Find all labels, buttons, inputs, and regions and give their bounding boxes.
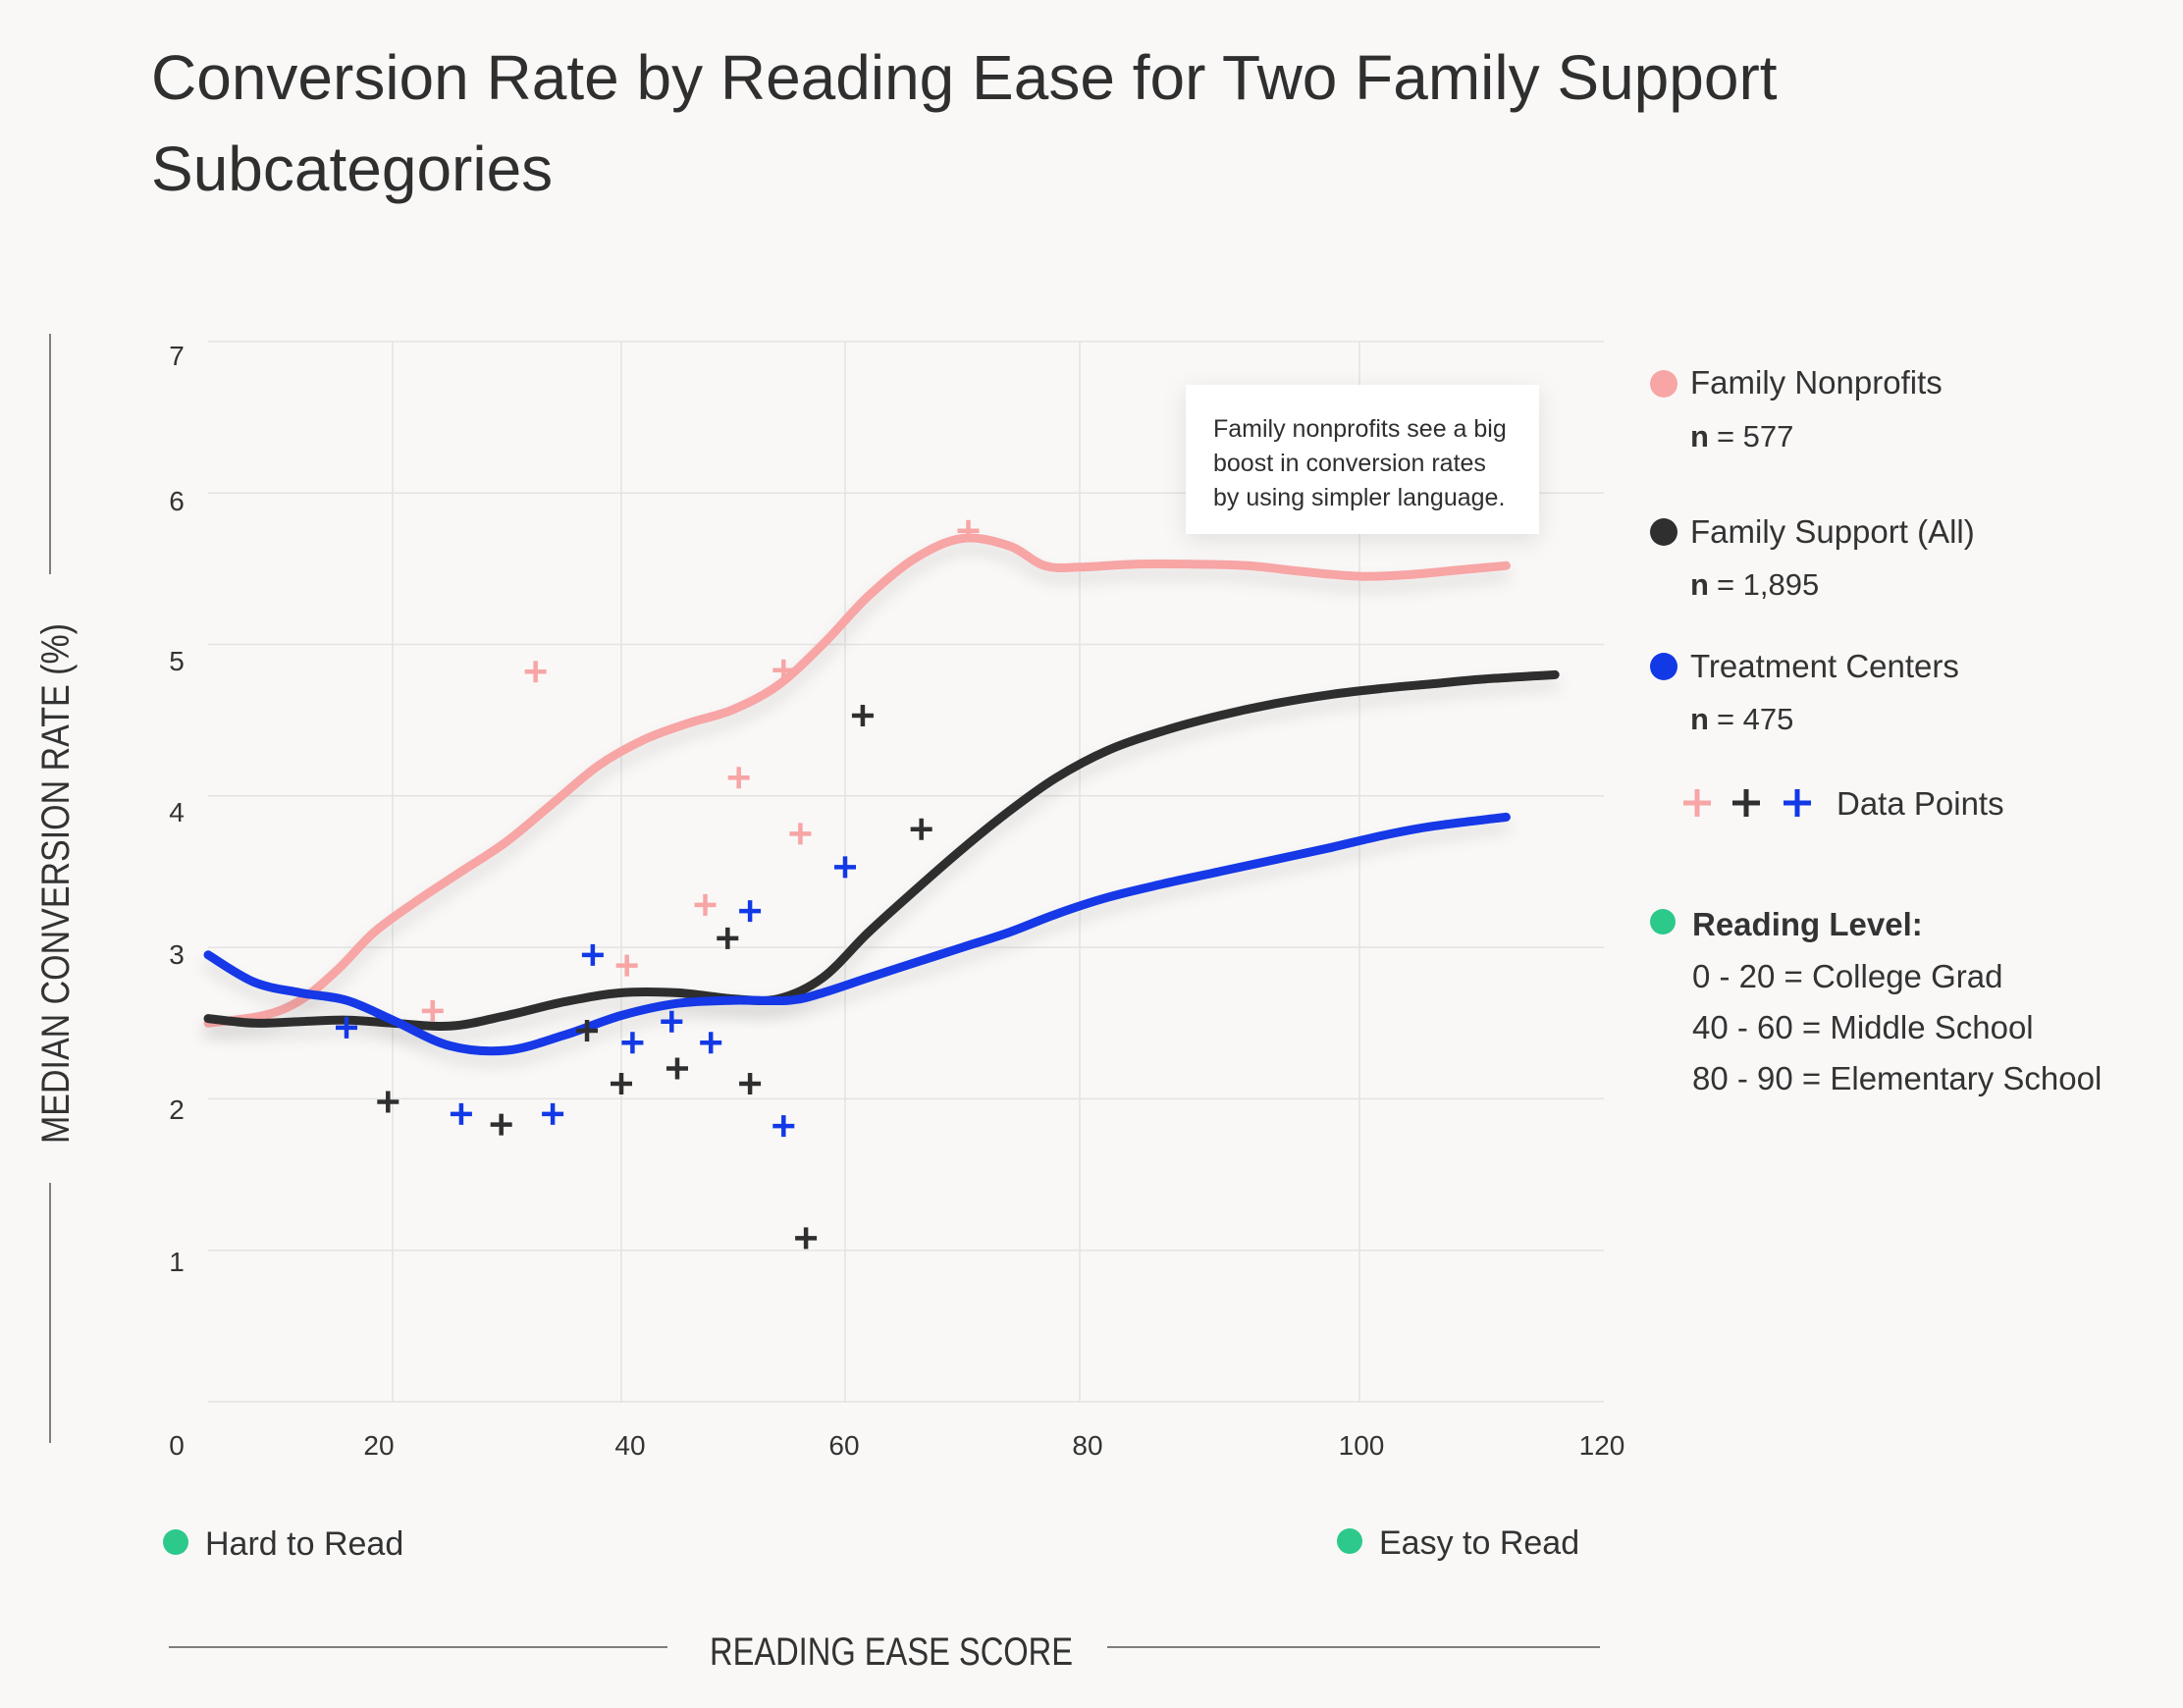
annotation-background: [1186, 385, 1539, 534]
line-family-nonprofits: [203, 533, 1511, 1028]
annotation-box: Family nonprofits see a big boost in con…: [1186, 385, 1539, 534]
series-lines: [203, 533, 1560, 1056]
scatter-point: [910, 818, 932, 840]
scatter-point: [739, 900, 762, 923]
scatter-point: [957, 519, 980, 542]
x-axis-title-group: READING EASE SCORE: [169, 1630, 1600, 1674]
scatter-point: [336, 1016, 357, 1039]
reading-level-line: 0 - 20 = College Grad: [1692, 958, 2002, 994]
legend-item-family-nonprofits: Family Nonprofits n = 577: [1650, 364, 1943, 454]
legend-data-points-label: Data Points: [1837, 785, 2004, 822]
x-tick-label: 0: [169, 1430, 185, 1461]
y-tick-label: 5: [169, 646, 185, 676]
legend-n-value: = 475: [1717, 702, 1793, 736]
y-tick-label: 3: [169, 939, 185, 970]
scatter-point: [739, 1072, 762, 1094]
legend-label: Treatment Centers: [1690, 648, 1959, 684]
legend-n-label: n: [1690, 567, 1709, 602]
scatter-point: [377, 1091, 399, 1113]
scatter-point: [789, 823, 812, 845]
scatter-point: [795, 1227, 818, 1250]
legend-plus-pink-icon: [1683, 789, 1711, 817]
annotation-line-3: by using simpler language.: [1213, 484, 1505, 511]
y-tick-label: 6: [169, 486, 185, 516]
legend-item-family-support-all: Family Support (All) n = 1,895: [1650, 513, 1975, 602]
legend-n-value: = 1,895: [1717, 567, 1819, 602]
y-axis-ticks: 1 2 3 4 5 6 7: [169, 341, 185, 1277]
legend-item-data-points: Data Points: [1683, 785, 2004, 822]
x-tick-label: 40: [614, 1430, 645, 1461]
legend-swatch-circle: [1650, 518, 1677, 546]
scatter-point: [666, 1057, 688, 1080]
legend-item-treatment-centers: Treatment Centers n = 475: [1650, 648, 1959, 736]
legend-plus-black-icon: [1732, 789, 1760, 817]
scatter-point: [717, 927, 739, 949]
scatter-point: [450, 1102, 472, 1125]
scatter-point: [834, 856, 856, 879]
legend-n-label: n: [1690, 702, 1709, 736]
annotation-line-1: Family nonprofits see a big: [1213, 415, 1507, 443]
y-tick-label: 4: [169, 797, 185, 827]
legend-n-value: = 577: [1717, 419, 1793, 454]
scatter-point: [611, 1072, 632, 1094]
scatter-point: [490, 1113, 512, 1136]
chart-title-line-2: Subcategories: [151, 133, 553, 204]
scatter-point: [524, 661, 547, 683]
easy-to-read-label: Easy to Read: [1379, 1524, 1579, 1562]
legend-sample-size: n = 475: [1690, 702, 1793, 736]
line-treatment-centers: [203, 812, 1511, 1056]
x-tick-label: 20: [363, 1430, 394, 1461]
scatter-point: [694, 893, 717, 916]
legend-reading-level: Reading Level: 0 - 20 = College Grad 40 …: [1650, 906, 2102, 1096]
x-tick-label: 60: [828, 1430, 859, 1461]
reading-level-line: 40 - 60 = Middle School: [1692, 1009, 2034, 1045]
legend-n-label: n: [1690, 419, 1709, 454]
legend-label: Family Support (All): [1690, 513, 1975, 550]
chart-title-line-1: Conversion Rate by Reading Ease for Two …: [151, 42, 1778, 113]
x-tick-label: 80: [1072, 1430, 1102, 1461]
y-tick-label: 7: [169, 341, 185, 371]
reading-level-title: Reading Level:: [1692, 906, 1923, 942]
legend-sample-size: n = 1,895: [1690, 567, 1819, 602]
hard-to-read-dot: [163, 1529, 188, 1555]
gridlines: [208, 341, 1604, 1403]
reading-level-line: 80 - 90 = Elementary School: [1692, 1060, 2102, 1096]
hard-to-read-label: Hard to Read: [205, 1525, 403, 1563]
scatter-point: [621, 1032, 644, 1054]
scatter-point: [421, 999, 444, 1022]
scatter-point: [772, 1115, 795, 1138]
x-axis-title: READING EASE SCORE: [710, 1630, 1073, 1674]
legend: Family Nonprofits n = 577 Family Support …: [1650, 364, 2102, 1096]
y-axis-title-group: MEDIAN CONVERSION RATE (%): [34, 334, 78, 1443]
y-tick-label: 1: [169, 1247, 185, 1277]
scatter-point: [542, 1102, 564, 1125]
y-axis-title: MEDIAN CONVERSION RATE (%): [34, 623, 78, 1144]
y-tick-label: 2: [169, 1094, 185, 1125]
scatter-point: [576, 1019, 599, 1041]
scatter-point: [661, 1010, 683, 1033]
x-axis-ticks: 0 20 40 60 80 100 120: [169, 1430, 1624, 1461]
scatter-point: [851, 705, 874, 727]
scatter-point: [727, 767, 750, 789]
legend-sample-size: n = 577: [1690, 419, 1793, 454]
legend-swatch-circle: [1650, 653, 1677, 680]
scatter-point: [700, 1032, 722, 1054]
easy-to-read-dot: [1337, 1528, 1362, 1554]
annotation-line-2: boost in conversion rates: [1213, 450, 1486, 477]
x-tick-label: 100: [1339, 1430, 1385, 1461]
legend-label: Family Nonprofits: [1690, 364, 1943, 400]
legend-plus-blue-icon: [1784, 789, 1811, 817]
reading-level-dot: [1650, 909, 1676, 934]
scatter-point: [772, 659, 795, 681]
scatter-point: [615, 954, 638, 977]
scatter-points: [336, 519, 980, 1250]
legend-swatch-circle: [1650, 370, 1677, 398]
scatter-point: [581, 943, 604, 966]
x-tick-label: 120: [1579, 1430, 1625, 1461]
